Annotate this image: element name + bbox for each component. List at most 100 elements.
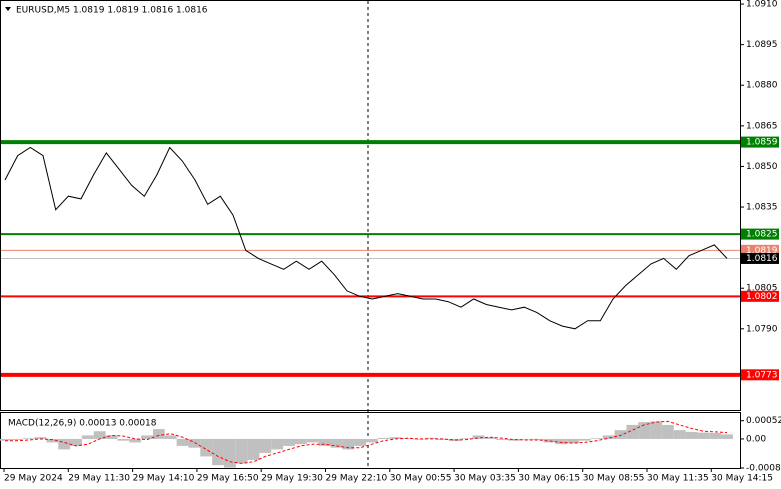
histogram-bar (721, 434, 733, 439)
histogram-bar (105, 435, 118, 439)
histogram-bar (650, 421, 662, 439)
histogram-bar (330, 438, 343, 448)
histogram-bar (58, 438, 71, 450)
level-box (741, 136, 779, 148)
histogram-bar (152, 429, 165, 439)
histogram-bar (354, 438, 366, 446)
level-box (741, 369, 779, 381)
x-tick-label: 29 May 19:30 (261, 474, 323, 484)
histogram-bar (34, 437, 47, 439)
histogram-bar (567, 438, 580, 444)
level-label: 1.0819 (746, 246, 778, 256)
histogram-bar (413, 438, 426, 440)
x-tick-label: 30 May 06:15 (518, 474, 580, 484)
histogram-bar (366, 438, 378, 443)
histogram-bar (247, 438, 260, 460)
histogram-bar (496, 438, 509, 440)
histogram-bar (425, 437, 438, 439)
histogram-bar (318, 438, 331, 446)
y-tick-label: 1.0910 (746, 0, 778, 10)
histogram-bar (614, 430, 627, 439)
level-box (741, 290, 779, 302)
histogram-bar (519, 438, 532, 440)
histogram-bar (271, 438, 284, 450)
x-tick-label: 30 May 03:35 (454, 474, 516, 484)
histogram-bar (626, 424, 639, 439)
y-tick-label: 1.0850 (746, 162, 778, 172)
main-frame (0, 0, 741, 411)
histogram-bar (22, 438, 35, 439)
histogram-bar (437, 438, 449, 440)
histogram-bar (223, 438, 236, 468)
histogram-bar (342, 438, 355, 450)
histogram-bar (117, 438, 130, 441)
x-tick-label: 29 May 14:10 (133, 474, 195, 484)
histogram-bar (602, 435, 615, 439)
histogram-bar (259, 438, 272, 453)
histogram-bar (697, 432, 710, 439)
x-tick-label: 29 May 22:10 (326, 474, 388, 484)
level-label: 1.0825 (746, 230, 778, 240)
level-label: 1.0859 (746, 138, 778, 148)
x-tick-label: 29 May 16:50 (197, 474, 259, 484)
y-tick-label: -0.00083 (746, 464, 781, 474)
level-label: 1.0816 (746, 254, 778, 264)
histogram-bar (141, 435, 153, 439)
histogram-bar (389, 437, 402, 439)
histogram-bar (377, 437, 390, 439)
histogram-bar (460, 438, 473, 439)
histogram-bar (673, 430, 686, 439)
y-tick-label: 1.0805 (746, 284, 778, 294)
histogram-bar (81, 435, 94, 439)
histogram-bar (294, 438, 307, 445)
level-box (741, 252, 779, 264)
chart-title: EURUSD,M5 1.0819 1.0819 1.0816 1.0816 (16, 6, 208, 16)
level-label: 1.0802 (746, 292, 778, 302)
histogram-bar (10, 438, 23, 440)
histogram-bar (472, 435, 485, 439)
histogram-bar (70, 438, 82, 446)
histogram-bar (685, 431, 698, 439)
y-tick-label: 1.0790 (746, 324, 778, 334)
y-tick-label: 1.0865 (746, 121, 778, 131)
histogram-bar (93, 431, 106, 439)
y-tick-label: 1.0880 (746, 81, 778, 91)
x-tick-label: 29 May 11:30 (68, 474, 130, 484)
histogram-bar (200, 438, 213, 457)
histogram-bar (176, 438, 189, 446)
y-tick-label: 1.0895 (746, 40, 778, 50)
histogram-bar (0, 438, 11, 441)
signal-line (5, 420, 728, 464)
histogram-bar (661, 424, 674, 439)
histogram-bar (306, 438, 319, 443)
histogram-bar (212, 438, 224, 466)
histogram-bar (283, 438, 295, 446)
y-tick-label: 0.00 (746, 434, 766, 444)
histogram-bar (448, 438, 461, 442)
histogram-bar (543, 438, 556, 443)
histogram-bar (235, 438, 248, 464)
x-tick-label: 30 May 14:15 (711, 474, 773, 484)
histogram-bar (46, 438, 59, 443)
title-arrow (5, 7, 11, 11)
x-tick-label: 30 May 00:55 (390, 474, 452, 484)
histogram-bar (709, 432, 722, 439)
x-tick-label: 30 May 11:35 (647, 474, 709, 484)
x-tick-label: 30 May 08:55 (583, 474, 645, 484)
histogram-bar (590, 438, 603, 439)
histogram-bar (555, 438, 568, 445)
histogram-bar (638, 422, 651, 439)
y-tick-label: 0.00052 (746, 416, 781, 426)
y-tick-label: 1.0835 (746, 203, 778, 213)
histogram-bar (579, 438, 591, 441)
level-label: 1.0773 (746, 370, 778, 380)
level-box (741, 244, 779, 256)
x-tick-label: 29 May 2024 (4, 474, 63, 484)
level-box (741, 228, 779, 240)
price-line (4, 146, 728, 330)
histogram-bar (484, 437, 497, 439)
histogram-bar (508, 438, 520, 441)
histogram-bar (188, 438, 201, 448)
macd-title: MACD(12,26,9) 0.00013 0.00018 (8, 419, 157, 429)
